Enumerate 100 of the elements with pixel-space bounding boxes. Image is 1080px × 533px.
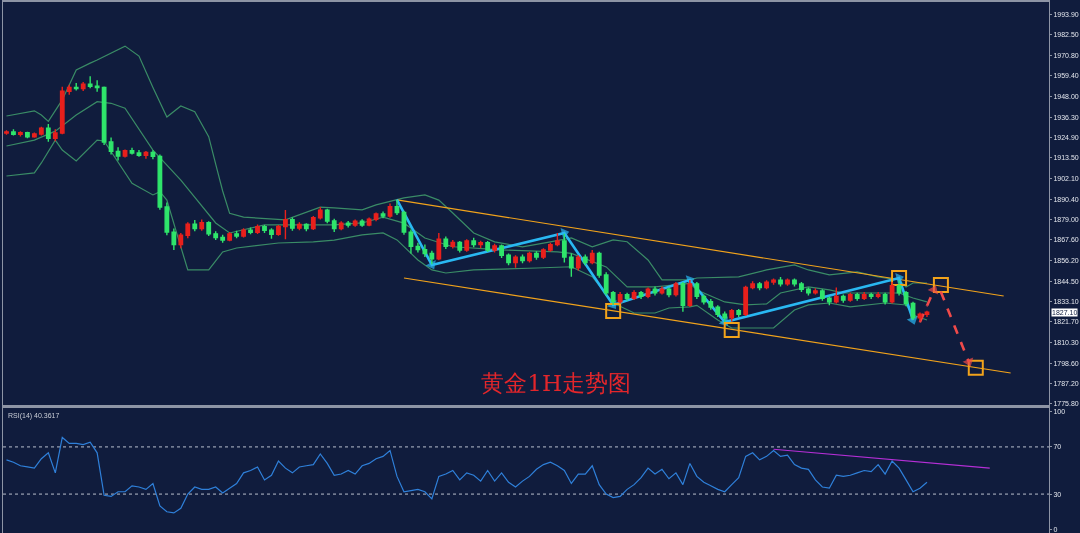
candlestick bbox=[45, 123, 51, 143]
candlestick bbox=[171, 227, 177, 251]
candlestick bbox=[11, 128, 16, 137]
candlestick bbox=[66, 84, 72, 96]
candlestick bbox=[534, 250, 539, 261]
candlestick bbox=[143, 150, 149, 160]
candlestick bbox=[25, 130, 30, 139]
candlestick bbox=[715, 304, 721, 318]
candlestick bbox=[861, 291, 867, 301]
candlestick bbox=[568, 252, 574, 278]
candlestick bbox=[101, 85, 107, 146]
candlestick bbox=[31, 131, 37, 139]
candlestick bbox=[799, 281, 804, 293]
candlestick bbox=[478, 239, 484, 249]
candlestick bbox=[708, 298, 714, 311]
candlestick bbox=[603, 271, 609, 297]
candlestick bbox=[652, 285, 658, 297]
candlestick bbox=[443, 235, 449, 250]
candlestick bbox=[129, 147, 135, 156]
candlestick bbox=[234, 229, 240, 239]
candlestick bbox=[701, 293, 707, 306]
candlestick bbox=[164, 201, 170, 236]
point bbox=[939, 290, 943, 294]
candlestick bbox=[108, 136, 114, 156]
candlestick bbox=[771, 277, 776, 286]
candlestick bbox=[527, 251, 532, 264]
candlestick bbox=[366, 216, 372, 228]
candlestick bbox=[199, 218, 205, 232]
candlestick bbox=[289, 216, 295, 232]
candlestick bbox=[499, 243, 504, 259]
candlestick bbox=[485, 240, 491, 253]
candlestick bbox=[541, 247, 546, 260]
candlestick bbox=[854, 292, 860, 302]
candlestick bbox=[255, 223, 260, 235]
candlestick bbox=[192, 219, 198, 232]
candlestick bbox=[764, 279, 769, 290]
point bbox=[925, 304, 929, 308]
candlestick bbox=[659, 285, 665, 296]
candlestick bbox=[387, 202, 393, 219]
candlestick bbox=[582, 253, 588, 266]
line-series bbox=[5, 436, 928, 514]
line-series bbox=[5, 45, 928, 288]
candlestick bbox=[178, 232, 184, 249]
candlestick bbox=[436, 232, 442, 262]
candlestick bbox=[422, 243, 428, 258]
point bbox=[605, 303, 622, 320]
candlestick bbox=[750, 280, 756, 290]
candlestick bbox=[450, 239, 456, 250]
candlestick bbox=[875, 291, 881, 299]
candlestick bbox=[464, 238, 470, 253]
candlestick bbox=[59, 85, 65, 135]
candlestick bbox=[115, 146, 121, 162]
candlestick bbox=[847, 292, 853, 303]
candlestick bbox=[729, 308, 735, 323]
candlestick bbox=[624, 292, 630, 302]
candlestick bbox=[757, 281, 763, 291]
candlestick bbox=[792, 277, 797, 288]
candlestick bbox=[373, 211, 379, 223]
candlestick bbox=[785, 277, 790, 287]
candlestick bbox=[241, 227, 246, 239]
candlestick bbox=[248, 226, 253, 235]
candlestick bbox=[924, 309, 930, 318]
candlestick bbox=[227, 231, 233, 243]
candlestick bbox=[812, 287, 818, 296]
candlestick bbox=[296, 221, 302, 231]
candlestick bbox=[276, 224, 281, 237]
point bbox=[560, 227, 570, 240]
candlestick bbox=[680, 281, 686, 313]
candlestick bbox=[596, 251, 602, 279]
candlestick bbox=[429, 250, 435, 265]
candlestick bbox=[206, 220, 212, 237]
candlestick bbox=[457, 240, 463, 254]
candlestick bbox=[736, 308, 742, 318]
candlestick bbox=[185, 221, 191, 240]
candlestick bbox=[882, 292, 888, 306]
candlestick bbox=[589, 249, 595, 265]
candlestick bbox=[213, 230, 219, 241]
point bbox=[932, 276, 949, 293]
point bbox=[723, 321, 740, 338]
point bbox=[425, 260, 436, 270]
candlestick bbox=[819, 288, 825, 302]
candlestick bbox=[833, 286, 839, 305]
candlestick bbox=[471, 237, 477, 248]
candlestick bbox=[868, 292, 874, 300]
candlestick bbox=[415, 242, 421, 254]
candlestick bbox=[806, 286, 811, 297]
candlestick bbox=[38, 125, 44, 137]
candlestick bbox=[324, 208, 330, 224]
candlestick bbox=[136, 149, 142, 158]
candlestick bbox=[150, 149, 156, 160]
candlestick bbox=[94, 79, 100, 93]
candlestick bbox=[352, 218, 358, 228]
candlestick bbox=[631, 289, 637, 301]
candlestick bbox=[520, 253, 525, 265]
candlestick bbox=[513, 254, 518, 269]
candlestick bbox=[889, 281, 895, 305]
candlestick bbox=[73, 82, 79, 92]
candlestick bbox=[575, 254, 581, 272]
candlestick bbox=[338, 220, 344, 231]
candlestick bbox=[408, 228, 414, 255]
